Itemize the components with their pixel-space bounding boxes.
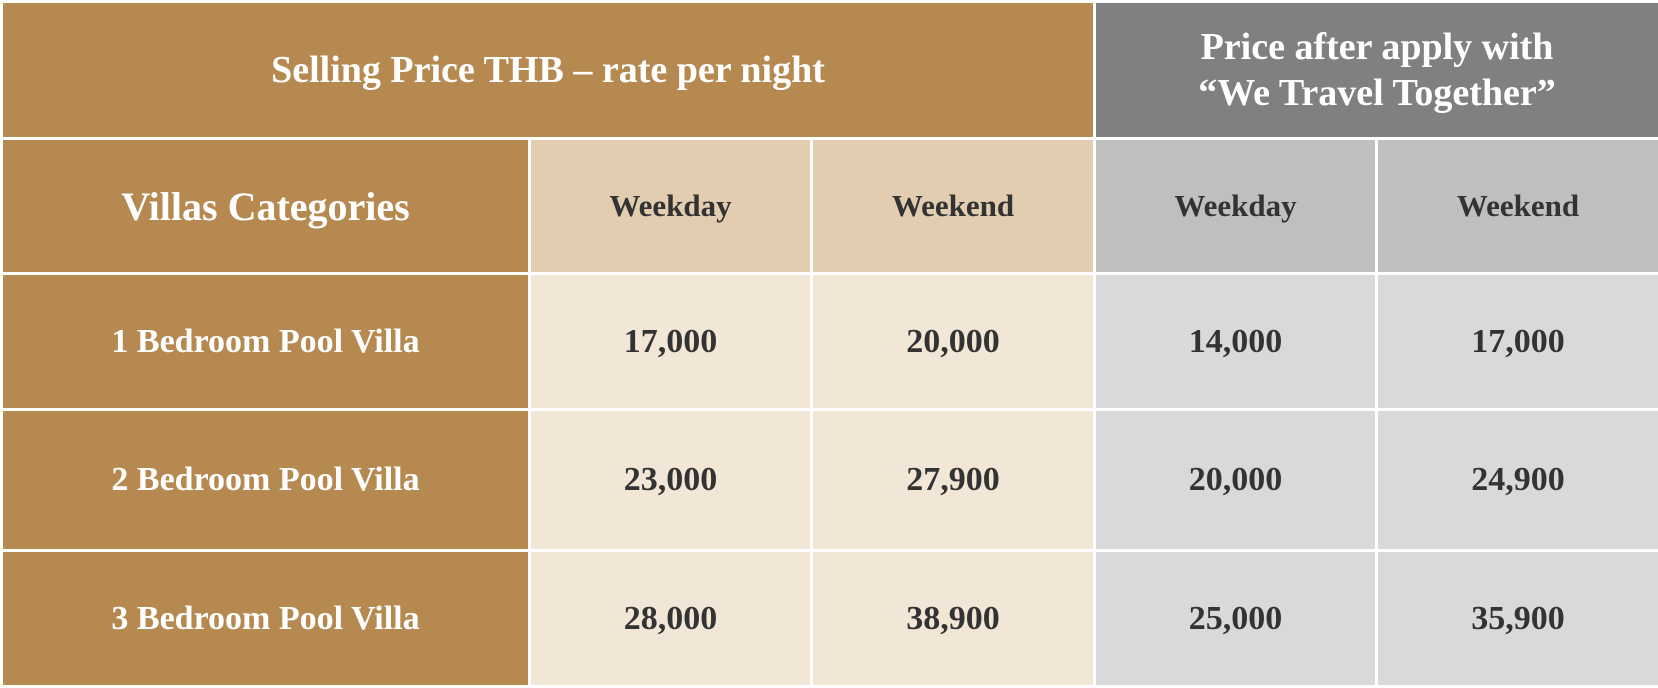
price-cell: 27,900 [812,410,1095,551]
header-title: Selling Price THB – rate per night [2,2,1095,139]
price-cell: 17,000 [1377,274,1658,410]
price-cell: 24,900 [1377,410,1658,551]
column-header: Weekend [1377,139,1658,274]
price-cell: 38,900 [812,551,1095,687]
row-label: 2 Bedroom Pool Villa [2,410,530,551]
subtitle-line: “We Travel Together” [1096,70,1658,116]
row-label: 1 Bedroom Pool Villa [2,274,530,410]
price-cell: 23,000 [530,410,812,551]
price-cell: 14,000 [1095,274,1377,410]
header-subtitle: Price after apply with “We Travel Togeth… [1095,2,1658,139]
column-header: Weekday [1095,139,1377,274]
price-cell: 35,900 [1377,551,1658,687]
subtitle-line: Price after apply with [1096,24,1658,70]
price-cell: 25,000 [1095,551,1377,687]
price-cell: 20,000 [1095,410,1377,551]
header-row: Selling Price THB – rate per night Price… [2,2,1658,139]
row-label: 3 Bedroom Pool Villa [2,551,530,687]
price-cell: 28,000 [530,551,812,687]
price-cell: 17,000 [530,274,812,410]
column-header: Villas Categories [2,139,530,274]
column-header: Weekend [812,139,1095,274]
price-cell: 20,000 [812,274,1095,410]
column-header: Weekday [530,139,812,274]
